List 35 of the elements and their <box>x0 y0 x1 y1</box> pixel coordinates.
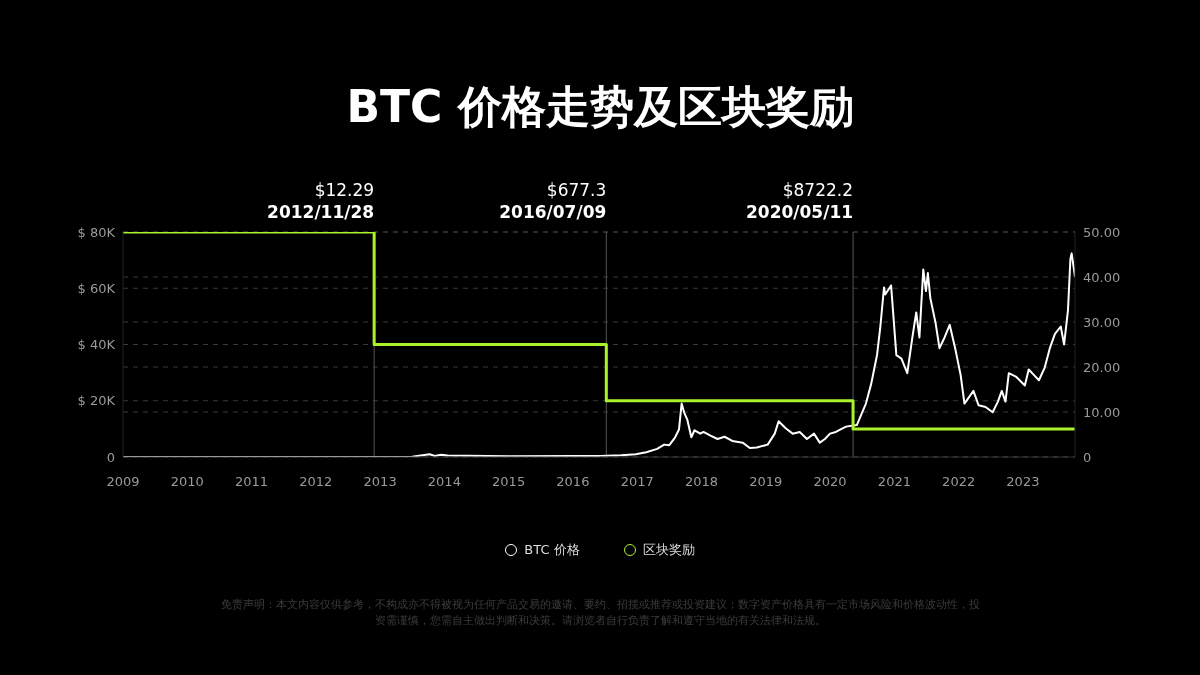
y2-tick-label: 50.00 <box>1083 224 1121 240</box>
legend-label: 区块奖励 <box>642 541 695 559</box>
x-tick-label: 2017 <box>620 474 654 490</box>
y-tick-label: $ 40K <box>77 337 116 353</box>
y2-tick-label: 40.00 <box>1083 269 1121 285</box>
x-tick-label: 2016 <box>556 474 590 490</box>
x-tick-label: 2023 <box>1006 474 1040 490</box>
x-tick-label: 2021 <box>877 474 911 490</box>
y-tick-label: $ 80K <box>77 224 116 240</box>
legend-label: BTC 价格 <box>524 541 580 559</box>
chart-title: BTC 价格走势及区块奖励 <box>345 80 855 134</box>
x-tick-label: 2014 <box>427 474 461 490</box>
x-tick-label: 2015 <box>492 474 526 490</box>
ref-line-label: 2016/07/09 <box>499 202 607 222</box>
ref-line-label: 2020/05/11 <box>746 202 854 222</box>
y-tick-label: 0 <box>106 449 115 465</box>
y2-tick-label: 30.00 <box>1083 314 1121 330</box>
ref-line-label: 2012/11/28 <box>267 202 375 222</box>
text: $12.29 <box>314 180 375 200</box>
y2-tick-label: 20.00 <box>1083 359 1121 375</box>
x-tick-label: 2010 <box>170 474 204 490</box>
x-tick-label: 2012 <box>299 474 333 490</box>
text: $677.3 <box>546 180 607 200</box>
text: $8722.2 <box>782 180 854 200</box>
y-tick-label: $ 60K <box>77 280 116 296</box>
x-tick-label: 2009 <box>106 474 140 490</box>
y2-tick-label: 10.00 <box>1083 404 1121 420</box>
y-tick-label: $ 20K <box>77 393 116 409</box>
x-tick-label: 2020 <box>813 474 847 490</box>
x-tick-label: 2022 <box>942 474 976 490</box>
x-tick-label: 2011 <box>234 474 269 490</box>
y2-tick-label: 0 <box>1083 449 1092 465</box>
x-tick-label: 2018 <box>684 474 719 490</box>
x-tick-label: 2013 <box>363 474 397 490</box>
x-tick-label: 2019 <box>749 474 783 490</box>
